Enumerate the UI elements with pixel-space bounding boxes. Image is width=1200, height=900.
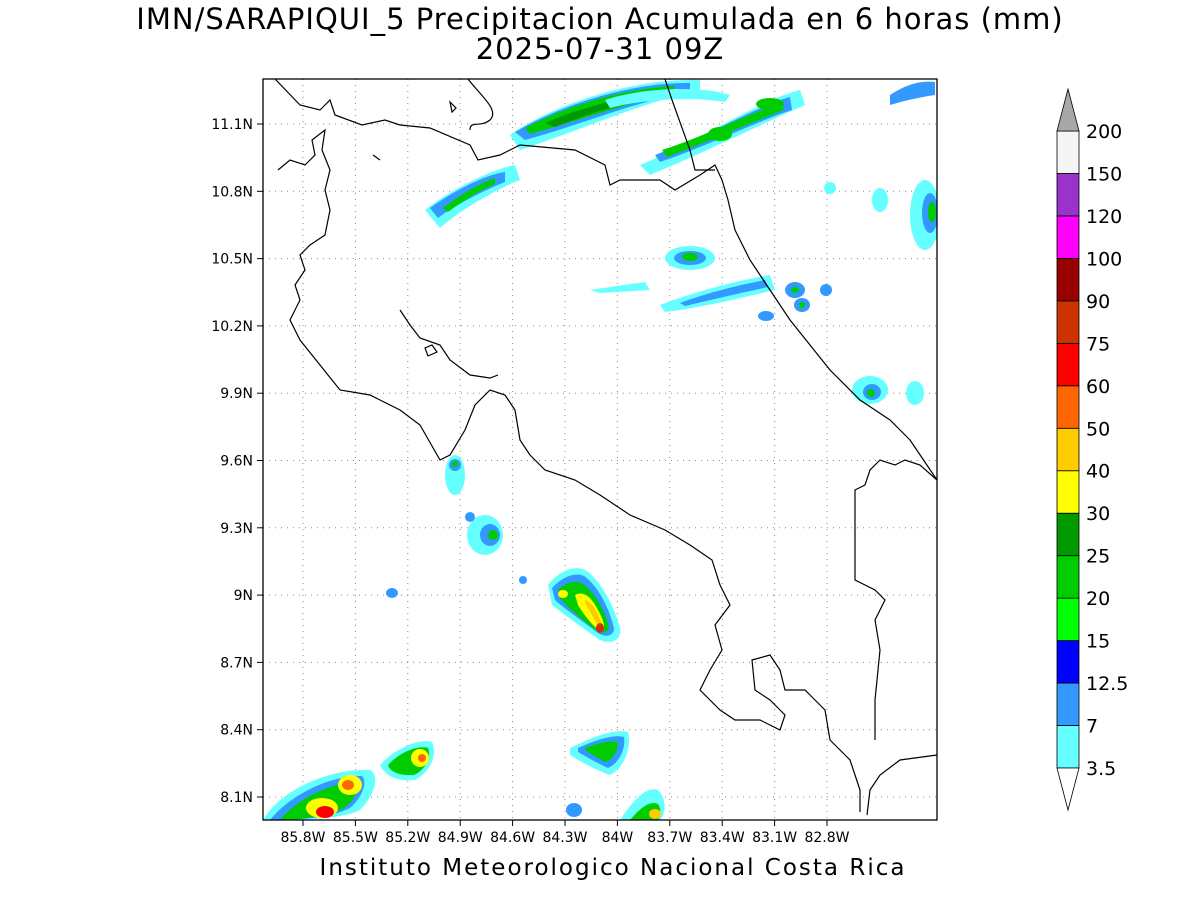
coastline-borders	[274, 79, 937, 816]
lat-tick-label: 9N	[234, 588, 253, 604]
colorbar-swatch	[1056, 470, 1080, 514]
lon-tick-label: 83.1W	[752, 830, 797, 846]
colorbar-label: 100	[1086, 248, 1122, 270]
rain-band-northeast	[640, 81, 935, 175]
lat-tick-label: 8.1N	[220, 790, 253, 806]
colorbar-swatch	[1056, 682, 1080, 726]
colorbar-swatch	[1056, 257, 1080, 302]
rain-band-west	[425, 165, 520, 228]
colorbar-label: 7	[1086, 716, 1098, 738]
colorbar-label: 150	[1086, 163, 1122, 185]
colorbar-swatch	[1056, 342, 1080, 387]
rain-cell-east-edge	[824, 180, 937, 405]
lon-tick-label: 84.9W	[438, 830, 483, 846]
colorbar-top-arrow	[1056, 87, 1080, 132]
rain-band-north	[510, 79, 730, 150]
colorbar-label: 25	[1086, 546, 1110, 568]
rain-cell-center-east	[590, 246, 832, 321]
colorbar-label: 12.5	[1086, 673, 1128, 695]
latitude-axis: 11.1N 10.8N 10.5N 10.2N 9.9N 9.6N 9.3N 9N 8.7N 8.…	[211, 117, 263, 806]
colorbar-swatch	[1056, 215, 1080, 259]
map-title: IMN/SARAPIQUI_5 Precipitacion Acumulada …	[136, 2, 1064, 36]
lat-tick-label: 10.2N	[211, 319, 253, 335]
lat-tick-label: 8.4N	[220, 723, 253, 739]
map-frame	[262, 78, 938, 821]
colorbar-swatch	[1056, 300, 1080, 344]
lat-tick-label: 9.9N	[220, 386, 253, 402]
lat-tick-label: 9.6N	[220, 454, 253, 470]
lon-tick-label: 85.5W	[333, 830, 378, 846]
rain-cells-pacific	[386, 455, 527, 598]
colorbar-label: 200	[1086, 121, 1122, 143]
colorbar-label: 3.5	[1086, 758, 1116, 780]
colorbar-swatch	[1056, 385, 1080, 429]
lat-tick-label: 10.5N	[211, 252, 253, 268]
colorbar-swatch	[1056, 555, 1080, 599]
colorbar-label: 75	[1086, 333, 1110, 355]
colorbar-swatch	[1056, 640, 1080, 684]
lat-tick-label: 11.1N	[211, 117, 253, 133]
rain-cell-south	[566, 731, 665, 820]
colorbar-swatch	[1056, 173, 1080, 217]
colorbar-bottom-arrow	[1056, 767, 1080, 812]
lat-tick-label: 8.7N	[220, 655, 253, 671]
colorbar-swatch	[1056, 427, 1080, 472]
lon-tick-label: 85.2W	[385, 830, 430, 846]
precipitation-field	[263, 79, 937, 820]
colorbar-label: 90	[1086, 291, 1110, 313]
colorbar-label: 120	[1086, 206, 1122, 228]
lon-tick-label: 84W	[602, 830, 634, 846]
lon-tick-label: 82.8W	[804, 830, 849, 846]
color-legend: 3.5 7 12.5 15 20 25 30 40 50 60 75 90 100 120 150 200	[1056, 87, 1128, 812]
rain-cell-osa-storm	[548, 568, 621, 642]
lon-tick-label: 84.6W	[490, 830, 535, 846]
colorbar-label: 30	[1086, 503, 1110, 525]
map-grid	[263, 79, 937, 820]
colorbar-label: 40	[1086, 461, 1110, 483]
colorbar-swatch	[1056, 512, 1080, 557]
lon-tick-label: 83.7W	[647, 830, 692, 846]
colorbar-label: 20	[1086, 588, 1110, 610]
colorbar-swatch	[1056, 597, 1080, 642]
colorbar-swatch	[1056, 130, 1080, 174]
colorbar-label: 60	[1086, 376, 1110, 398]
colorbar-label: 50	[1086, 418, 1110, 440]
lon-tick-label: 83.4W	[700, 830, 745, 846]
lat-tick-label: 10.8N	[211, 184, 253, 200]
map-subtitle: 2025-07-31 09Z	[475, 32, 725, 66]
lon-tick-label: 85.8W	[280, 830, 325, 846]
rain-cells-southwest	[263, 741, 435, 820]
footer-credit: Instituto Meteorologico Nacional Costa R…	[319, 855, 907, 881]
colorbar-swatch	[1056, 725, 1080, 769]
longitude-axis: 85.8W 85.5W 85.2W 84.9W 84.6W 84.3W 84W 83.7W 83…	[280, 820, 850, 846]
lon-tick-label: 84.3W	[542, 830, 587, 846]
colorbar-label: 15	[1086, 631, 1110, 653]
lat-tick-label: 9.3N	[220, 521, 253, 537]
